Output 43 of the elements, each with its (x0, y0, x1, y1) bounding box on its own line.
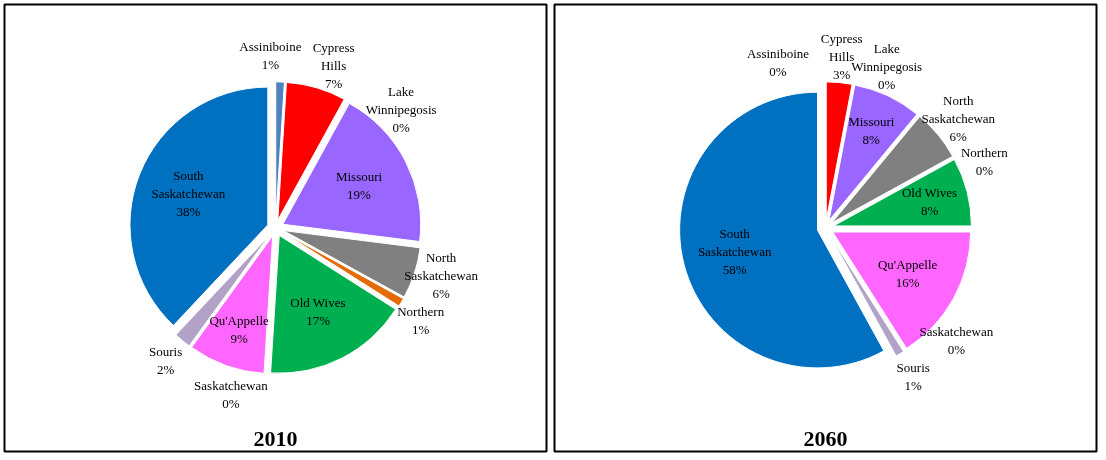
slice-label: Missouri (335, 168, 383, 184)
text: 0% (947, 341, 966, 357)
text: 0% (975, 162, 994, 178)
data-label: 38% (176, 203, 201, 219)
slice-label: Cypress Hills (820, 30, 863, 64)
category-label: Northern (960, 144, 1008, 160)
data-label: 58% (722, 261, 747, 277)
slice-label: South Saskatchewan (151, 167, 226, 201)
slice-label: North Saskatchewan (404, 250, 479, 284)
slice-label: Old Wives (901, 184, 958, 200)
slice-label: South Saskatchewan (697, 225, 773, 259)
data-label: 6% (949, 128, 968, 144)
slice-label: North Saskatchewan (921, 92, 996, 126)
slice-label: Souris (896, 359, 930, 375)
category-label: Saskatchewan (194, 378, 268, 394)
text: 0% (878, 77, 896, 93)
data-label: 1% (412, 322, 430, 338)
text: 2010 (253, 425, 298, 451)
data-label: 8% (920, 202, 939, 218)
slice-label: Old Wives (290, 295, 346, 311)
data-label: 3% (833, 66, 851, 82)
category-label: Lake Winnipegosis (365, 84, 437, 118)
data-label: 6% (432, 286, 450, 302)
data-label: 1% (904, 377, 923, 393)
text: 0% (222, 396, 240, 412)
slice-label: Cypress Hills (312, 40, 355, 74)
slice-label: Souris (149, 344, 183, 360)
text: 2060 (803, 425, 848, 451)
data-label: 19% (347, 186, 372, 202)
text: 0% (769, 63, 787, 79)
data-label: 8% (862, 132, 881, 148)
data-label: 16% (895, 274, 920, 290)
slice-label: Assiniboine (239, 39, 302, 55)
slice-label: Qu'Appelle (877, 256, 938, 272)
data-label: 1% (261, 57, 280, 73)
data-label: 17% (306, 313, 331, 329)
data-label: 7% (324, 76, 343, 92)
slice-label: Missouri (848, 114, 895, 130)
category-label: Assiniboine (746, 45, 810, 61)
text: 0% (392, 120, 410, 136)
slice-label: Northern (397, 304, 445, 320)
data-label: 2% (157, 362, 175, 378)
data-label: 9% (230, 330, 248, 346)
